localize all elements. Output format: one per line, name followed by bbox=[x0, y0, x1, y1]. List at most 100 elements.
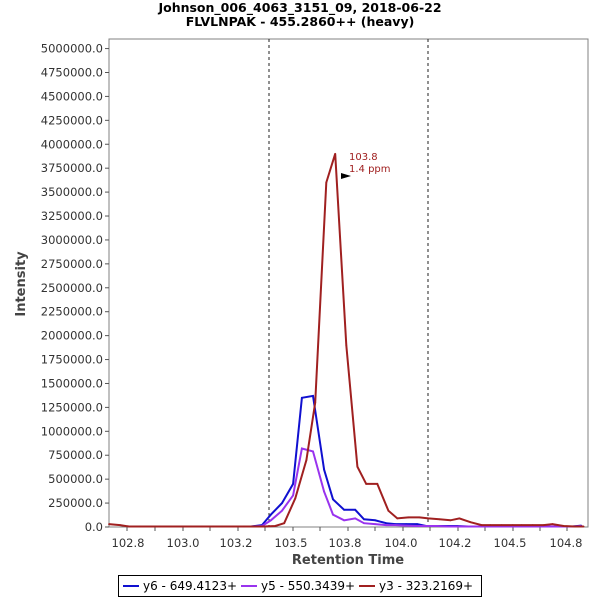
peak-arrow-icon bbox=[341, 173, 351, 179]
y-tick-label: 2750000.0 bbox=[41, 257, 103, 271]
data-point bbox=[478, 525, 481, 528]
data-point bbox=[334, 152, 337, 155]
x-axis: 102.8 103.0 103.2 103.5 103.8 104.0 104.2 104.5… bbox=[112, 527, 583, 550]
data-point bbox=[323, 490, 325, 493]
data-point bbox=[345, 344, 348, 347]
legend-item: y5 - 550.3439+ bbox=[241, 579, 355, 593]
data-point bbox=[500, 524, 503, 526]
data-point bbox=[374, 519, 376, 522]
data-point bbox=[323, 468, 325, 471]
data-point bbox=[456, 525, 459, 528]
x-tick-label: 104.0 bbox=[385, 536, 418, 550]
data-point bbox=[150, 525, 153, 528]
data-point bbox=[489, 524, 492, 526]
data-point bbox=[305, 459, 308, 461]
data-point bbox=[416, 523, 419, 525]
x-axis-label: Retention Time bbox=[292, 553, 404, 568]
x-tick-label: 103.8 bbox=[329, 536, 362, 550]
data-point bbox=[458, 517, 461, 520]
data-point bbox=[511, 524, 514, 526]
chart-subtitle: FLVLNPAK - 455.2860++ (heavy) bbox=[186, 14, 415, 29]
data-point bbox=[520, 524, 523, 526]
data-point bbox=[283, 522, 286, 525]
data-point bbox=[232, 525, 235, 528]
y-tick-label: 2250000.0 bbox=[41, 305, 103, 319]
data-point bbox=[312, 450, 314, 453]
y-tick-label: 1750000.0 bbox=[41, 353, 103, 367]
data-point bbox=[170, 525, 173, 528]
series-lines bbox=[108, 152, 585, 528]
legend-label: y3 - 323.2169+ bbox=[379, 579, 474, 593]
y-axis: 0.0 250000.0 500000.0 750000.0 1000000.0 1250… bbox=[41, 42, 109, 534]
data-point bbox=[427, 517, 430, 520]
y-tick-label: 2500000.0 bbox=[41, 281, 103, 295]
data-point bbox=[363, 518, 365, 521]
data-point bbox=[542, 524, 545, 526]
data-point bbox=[396, 517, 399, 520]
data-point bbox=[363, 522, 365, 525]
y-tick-label: 2000000.0 bbox=[41, 329, 103, 343]
data-point bbox=[562, 525, 565, 527]
chart-title: Johnson_006_4063_3151_09, 2018-06-22 bbox=[157, 0, 441, 16]
data-point bbox=[407, 516, 410, 519]
x-tick-label: 103.5 bbox=[275, 536, 308, 550]
y-tick-label: 3250000.0 bbox=[41, 209, 103, 223]
legend-item: y3 - 323.2169+ bbox=[359, 579, 473, 593]
data-point bbox=[181, 525, 184, 528]
x-tick-label: 103.2 bbox=[220, 536, 253, 550]
data-point bbox=[314, 401, 317, 404]
y-tick-label: 4750000.0 bbox=[41, 65, 103, 79]
legend-item: y6 - 649.4123+ bbox=[123, 579, 237, 593]
data-point bbox=[405, 523, 408, 525]
y-tick-label: 0.0 bbox=[85, 520, 103, 534]
data-point bbox=[201, 525, 204, 528]
data-point bbox=[301, 447, 303, 450]
data-point bbox=[365, 483, 368, 485]
data-point bbox=[252, 525, 255, 528]
data-point bbox=[469, 521, 472, 524]
y-tick-label: 5000000.0 bbox=[41, 42, 103, 56]
data-point bbox=[425, 525, 427, 527]
legend-swatch bbox=[241, 585, 258, 587]
data-point bbox=[531, 524, 534, 526]
data-point bbox=[549, 525, 552, 528]
data-point bbox=[376, 483, 379, 485]
x-tick-label: 104.8 bbox=[550, 536, 583, 550]
data-point bbox=[243, 525, 246, 528]
y-tick-label: 3000000.0 bbox=[41, 233, 103, 247]
data-point bbox=[281, 502, 283, 504]
data-point bbox=[221, 525, 224, 528]
data-point bbox=[139, 525, 141, 528]
data-point bbox=[119, 524, 121, 526]
data-point bbox=[447, 525, 450, 528]
data-point bbox=[190, 525, 193, 528]
data-point bbox=[385, 522, 388, 525]
y-tick-label: 750000.0 bbox=[48, 448, 103, 462]
data-point bbox=[301, 396, 303, 399]
data-point bbox=[108, 523, 110, 525]
data-point bbox=[343, 508, 345, 511]
data-point bbox=[438, 518, 441, 521]
y-tick-label: 4000000.0 bbox=[41, 137, 103, 151]
data-point bbox=[274, 525, 277, 527]
y-tick-label: 1500000.0 bbox=[41, 376, 103, 390]
data-point bbox=[325, 181, 328, 184]
data-point bbox=[405, 524, 408, 527]
legend-label: y5 - 550.3439+ bbox=[261, 579, 356, 593]
data-point bbox=[387, 509, 390, 512]
data-point bbox=[573, 525, 576, 528]
x-tick-label: 103.0 bbox=[167, 536, 200, 550]
peak-rt-label: 103.8 bbox=[349, 152, 378, 163]
data-point bbox=[374, 523, 376, 525]
y-tick-label: 3750000.0 bbox=[41, 161, 103, 175]
peak-annotation: 103.81.4 ppm bbox=[341, 152, 391, 179]
data-point bbox=[292, 483, 294, 485]
plot-area bbox=[108, 38, 589, 528]
data-point bbox=[416, 525, 419, 527]
data-point bbox=[343, 519, 345, 522]
x-tick-label: 102.8 bbox=[112, 536, 145, 550]
x-tick-label: 104.5 bbox=[494, 536, 527, 550]
peak-ppm-label: 1.4 ppm bbox=[349, 164, 391, 175]
data-point bbox=[312, 395, 314, 397]
